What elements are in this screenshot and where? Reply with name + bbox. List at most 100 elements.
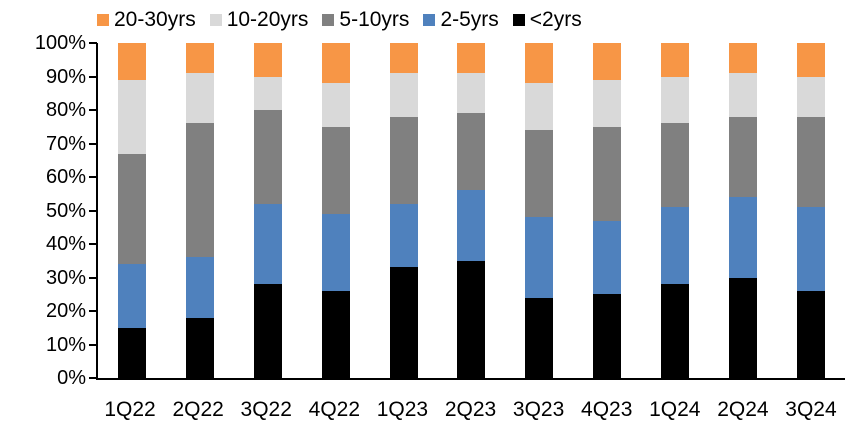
bar-segment-2-5yrs (457, 190, 486, 261)
y-axis-tick (89, 75, 97, 78)
y-axis-label: 40% (45, 233, 86, 255)
bar-segment-10-20yrs (321, 83, 350, 127)
bar-segment-10-20yrs (185, 73, 214, 124)
bar-segment--2yrs (253, 284, 282, 378)
bar-segment-20-30yrs (253, 43, 282, 77)
stacked-bar-2q23 (457, 43, 486, 378)
bar-segment-2-5yrs (117, 264, 146, 328)
legend-item--2yrs: <2yrs (512, 7, 582, 33)
legend-swatch-icon (423, 14, 436, 26)
bar-segment--2yrs (661, 284, 690, 378)
y-axis-label: 100% (34, 32, 86, 54)
bar-segment-5-10yrs (117, 153, 146, 265)
bar-segment--2yrs (457, 260, 486, 378)
bar-segment-2-5yrs (661, 207, 690, 285)
bar-segment-2-5yrs (253, 203, 282, 285)
bar-segment-5-10yrs (389, 116, 418, 204)
legend-label: 10-20yrs (226, 8, 309, 31)
stacked-bar-2q22 (185, 43, 214, 378)
x-axis-label-2q24: 2Q24 (717, 398, 769, 421)
bar-slot-2q23 (438, 43, 506, 378)
bar-slot-3q22 (234, 43, 302, 378)
bar-slot-4q22 (302, 43, 370, 378)
x-axis-label-3q23: 3Q23 (512, 398, 565, 421)
y-axis-tick (89, 109, 97, 111)
bar-segment-5-10yrs (593, 126, 622, 221)
bar-segment--2yrs (593, 294, 622, 378)
bar-segment-20-30yrs (185, 43, 214, 74)
bar-segment-2-5yrs (389, 203, 418, 268)
y-axis-label: 10% (45, 333, 86, 356)
bar-segment--2yrs (321, 290, 350, 378)
bar-segment--2yrs (185, 317, 214, 378)
legend-label: 20-30yrs (114, 8, 196, 31)
stacked-bar-1q23 (389, 43, 418, 378)
legend-label: 5-10yrs (339, 8, 410, 31)
x-axis-labels: 1Q22 2Q22 3Q22 4Q22 1Q23 2Q23 3Q23 4Q23 1Q24 2Q24… (96, 397, 845, 423)
x-axis-label-3q22: 3Q22 (240, 398, 292, 421)
legend-item-10-20yrs: 10-20yrs (209, 7, 309, 33)
bar-segment-2-5yrs (593, 220, 622, 295)
bar-segment-20-30yrs (593, 43, 622, 80)
bar-slot-2q24 (709, 43, 777, 378)
y-axis-label: 70% (45, 132, 86, 155)
bar-segment-10-20yrs (593, 79, 622, 127)
y-axis-label: 30% (45, 266, 86, 289)
bar-slot-3q23 (505, 43, 573, 378)
bar-segment-2-5yrs (797, 207, 826, 291)
bar-segment-10-20yrs (117, 79, 146, 154)
bar-segment-20-30yrs (321, 43, 350, 84)
y-axis-label: 60% (45, 166, 86, 188)
y-axis-tick (89, 142, 97, 145)
bar-slot-1q24 (641, 43, 709, 378)
bar-segment--2yrs (525, 297, 554, 378)
stacked-bar-3q23 (525, 43, 554, 378)
y-axis-label: 90% (45, 65, 86, 88)
bar-segment-10-20yrs (253, 76, 282, 111)
x-axis-label-1q24: 1Q24 (649, 398, 701, 421)
y-axis-label: 0% (57, 367, 86, 389)
bar-segment--2yrs (117, 327, 146, 378)
bar-segment--2yrs (729, 277, 758, 378)
bar-segment-5-10yrs (253, 110, 282, 204)
bar-segment-5-10yrs (661, 123, 690, 208)
legend-swatch-icon (97, 14, 109, 26)
x-axis-label-4q22: 4Q22 (308, 398, 361, 421)
bar-segment-5-10yrs (729, 116, 758, 198)
stacked-bar-1q22 (117, 43, 146, 378)
bar-segment-20-30yrs (117, 43, 146, 80)
stacked-bar-4q23 (593, 43, 622, 378)
bar-segment-2-5yrs (321, 213, 350, 291)
bar-segment-2-5yrs (185, 257, 214, 318)
y-axis-tick (89, 42, 97, 44)
bar-segment-2-5yrs (729, 197, 758, 278)
bar-slot-1q23 (370, 43, 438, 378)
stacked-bar-3q24 (797, 43, 826, 378)
bar-segment-5-10yrs (797, 116, 826, 208)
y-axis-tick (89, 276, 97, 279)
bar-segment-20-30yrs (389, 43, 418, 74)
bar-segment-20-30yrs (525, 43, 554, 84)
legend-item-5-10yrs: 5-10yrs (322, 7, 409, 33)
legend-swatch-icon (322, 14, 335, 26)
legend-item-20-30yrs: 20-30yrs (97, 7, 196, 33)
y-axis-tick (89, 377, 97, 379)
bar-segment-10-20yrs (389, 73, 418, 117)
y-axis-tick (89, 243, 97, 245)
bar-segment-2-5yrs (525, 217, 554, 298)
bar-slot-3q24 (777, 43, 845, 378)
stacked-bar-1q24 (661, 43, 690, 378)
x-axis-label-1q23: 1Q23 (376, 398, 429, 421)
bar-segment-10-20yrs (661, 76, 690, 124)
legend-item-2-5yrs: 2-5yrs (423, 7, 499, 33)
bar-segment-10-20yrs (729, 73, 758, 117)
stacked-bar-4q22 (321, 43, 350, 378)
y-axis-tick (89, 310, 97, 312)
y-axis-tick (89, 209, 97, 212)
bar-segment-5-10yrs (525, 130, 554, 218)
x-axis-label-1q22: 1Q22 (104, 398, 156, 421)
bar-segment-5-10yrs (321, 126, 350, 214)
legend-label: <2yrs (529, 8, 582, 31)
bar-slot-1q22 (98, 43, 166, 378)
